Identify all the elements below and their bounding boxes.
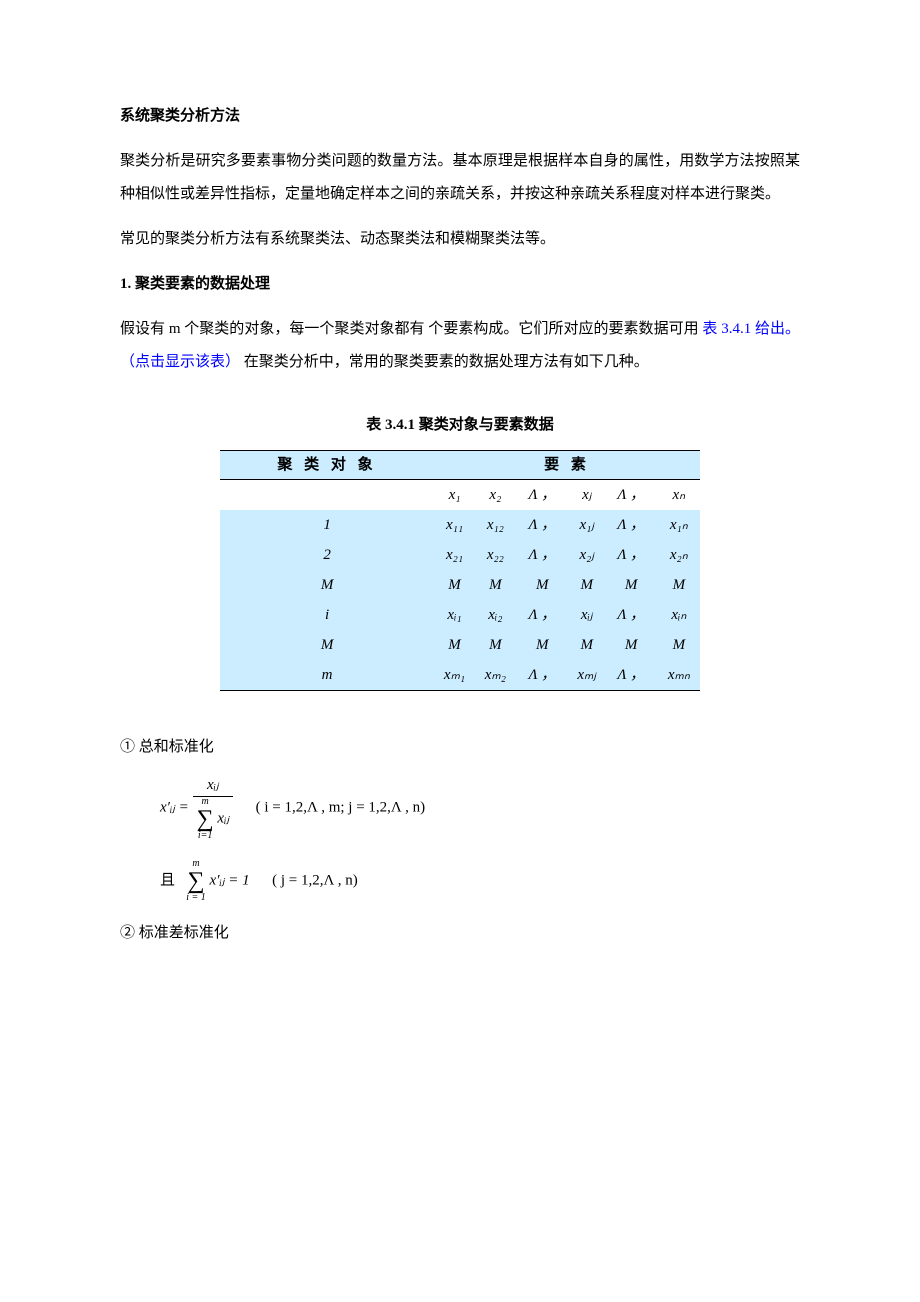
table-cell: Λ ， (516, 540, 569, 570)
table-cell: Μ (434, 570, 475, 600)
table-cell: xᵢ₁ (434, 600, 475, 630)
table-cell: Μ (569, 630, 605, 660)
col-header-object: 聚 类 对 象 (220, 451, 434, 480)
table-cell: x₂₁ (434, 540, 475, 570)
fraction: xᵢⱼ m ∑ i=1 xᵢⱼ (193, 776, 234, 841)
sigma-icon: m ∑ i = 1 (186, 859, 206, 903)
page-title: 系统聚类分析方法 (120, 100, 800, 133)
table-row: m xₘ₁ xₘ₂ Λ ， xₘⱼ Λ ， xₘₙ (220, 660, 700, 691)
fraction-numerator: xᵢⱼ (193, 776, 234, 797)
table-row: Μ Μ Μ Μ Μ Μ Μ (220, 630, 700, 660)
table-subheader-row: x₁ x₂ Λ ， xⱼ Λ ， xₙ (220, 480, 700, 511)
table-cell: xₘ₁ (434, 660, 475, 691)
section-body: 假设有 m 个聚类的对象，每一个聚类对象都有 个要素构成。它们所对应的要素数据可… (120, 313, 800, 379)
table-row: 2 x₂₁ x₂₂ Λ ， x₂ⱼ Λ ， x₂ₙ (220, 540, 700, 570)
section-heading: 1. 聚类要素的数据处理 (120, 268, 800, 301)
table-ref-link[interactable]: 表 3.4.1 给出。 (702, 321, 800, 337)
methods-paragraph: 常见的聚类分析方法有系统聚类法、动态聚类法和模糊聚类法等。 (120, 223, 800, 256)
table-cell: Λ ， (605, 480, 658, 511)
table-cell: Μ (658, 630, 700, 660)
table-cell: Λ ， (516, 510, 569, 540)
table-cell: Λ ， (605, 660, 658, 691)
fraction-denominator: m ∑ i=1 xᵢⱼ (193, 797, 234, 841)
table-cell: Λ ， (605, 510, 658, 540)
show-table-link[interactable]: （点击显示该表） (120, 354, 240, 370)
table-cell: xₘₙ (658, 660, 700, 691)
formula-lhs: x′ᵢⱼ = (160, 800, 193, 816)
table-caption: 表 3.4.1 聚类对象与要素数据 (120, 409, 800, 442)
table-cell: Μ (516, 630, 569, 660)
table-cell: x₂₂ (475, 540, 516, 570)
table-cell: Μ (475, 630, 516, 660)
table-cell: x₁ₙ (658, 510, 700, 540)
table-cell: Μ (475, 570, 516, 600)
table-cell: x₂ (475, 480, 516, 511)
table-cell: Λ ， (516, 660, 569, 691)
table-cell: xₘ₂ (475, 660, 516, 691)
table-cell: Μ (569, 570, 605, 600)
table-row: Μ Μ Μ Μ Μ Μ Μ (220, 570, 700, 600)
table-header-row: 聚 类 对 象 要 素 (220, 451, 700, 480)
formula-prefix: 且 (160, 872, 175, 888)
row-label: 1 (220, 510, 434, 540)
row-label: i (220, 600, 434, 630)
table-cell: Λ ， (605, 540, 658, 570)
item-2: ② 标准差标准化 (120, 917, 800, 950)
body-post: 在聚类分析中，常用的聚类要素的数据处理方法有如下几种。 (244, 354, 649, 370)
table-cell: xᵢ₂ (475, 600, 516, 630)
table-row: 1 x₁₁ x₁₂ Λ ， x₁ⱼ Λ ， x₁ₙ (220, 510, 700, 540)
table-cell: x₂ₙ (658, 540, 700, 570)
table-row: i xᵢ₁ xᵢ₂ Λ ， xᵢⱼ Λ ， xᵢₙ (220, 600, 700, 630)
table-cell: xᵢⱼ (569, 600, 605, 630)
table-cell: xⱼ (569, 480, 605, 511)
den-tail: xᵢⱼ (217, 810, 229, 826)
table-cell: Μ (605, 630, 658, 660)
formula-1: x′ᵢⱼ = xᵢⱼ m ∑ i=1 xᵢⱼ ( i = 1,2,Λ , m; … (160, 776, 800, 841)
table-cell: Λ ， (516, 480, 569, 511)
table-cell: xₙ (658, 480, 700, 511)
table-cell: x₁₁ (434, 510, 475, 540)
table-cell: x₁ (434, 480, 475, 511)
intro-paragraph: 聚类分析是研究多要素事物分类问题的数量方法。基本原理是根据样本自身的属性，用数学… (120, 145, 800, 211)
table-cell: Λ ， (605, 600, 658, 630)
table-cell: Μ (516, 570, 569, 600)
data-table: 聚 类 对 象 要 素 x₁ x₂ Λ ， xⱼ Λ ， xₙ 1 x₁₁ x₁… (220, 450, 700, 691)
table-cell: Μ (658, 570, 700, 600)
row-label: m (220, 660, 434, 691)
table-cell: x₂ⱼ (569, 540, 605, 570)
table-cell: Λ ， (516, 600, 569, 630)
table-cell: Μ (434, 630, 475, 660)
formula-condition: ( i = 1,2,Λ , m; j = 1,2,Λ , n) (256, 800, 426, 816)
table-cell: xᵢₙ (658, 600, 700, 630)
table-cell: x₁₂ (475, 510, 516, 540)
formula-2: 且 m ∑ i = 1 x′ᵢⱼ = 1 ( j = 1,2,Λ , n) (160, 859, 800, 903)
row-label: Μ (220, 630, 434, 660)
formula-condition: ( j = 1,2,Λ , n) (272, 872, 358, 888)
row-label: 2 (220, 540, 434, 570)
body-pre: 假设有 m 个聚类的对象，每一个聚类对象都有 个要素构成。它们所对应的要素数据可… (120, 321, 702, 337)
formula-body: x′ᵢⱼ = 1 (210, 872, 250, 888)
item-1: ① 总和标准化 (120, 731, 800, 764)
table-cell: Μ (605, 570, 658, 600)
table-cell: x₁ⱼ (569, 510, 605, 540)
sigma-icon: m ∑ i=1 (197, 797, 214, 841)
row-label: Μ (220, 570, 434, 600)
table-cell: xₘⱼ (569, 660, 605, 691)
col-header-elements: 要 素 (434, 451, 700, 480)
document-page: 系统聚类分析方法 聚类分析是研究多要素事物分类问题的数量方法。基本原理是根据样本… (0, 0, 920, 1302)
